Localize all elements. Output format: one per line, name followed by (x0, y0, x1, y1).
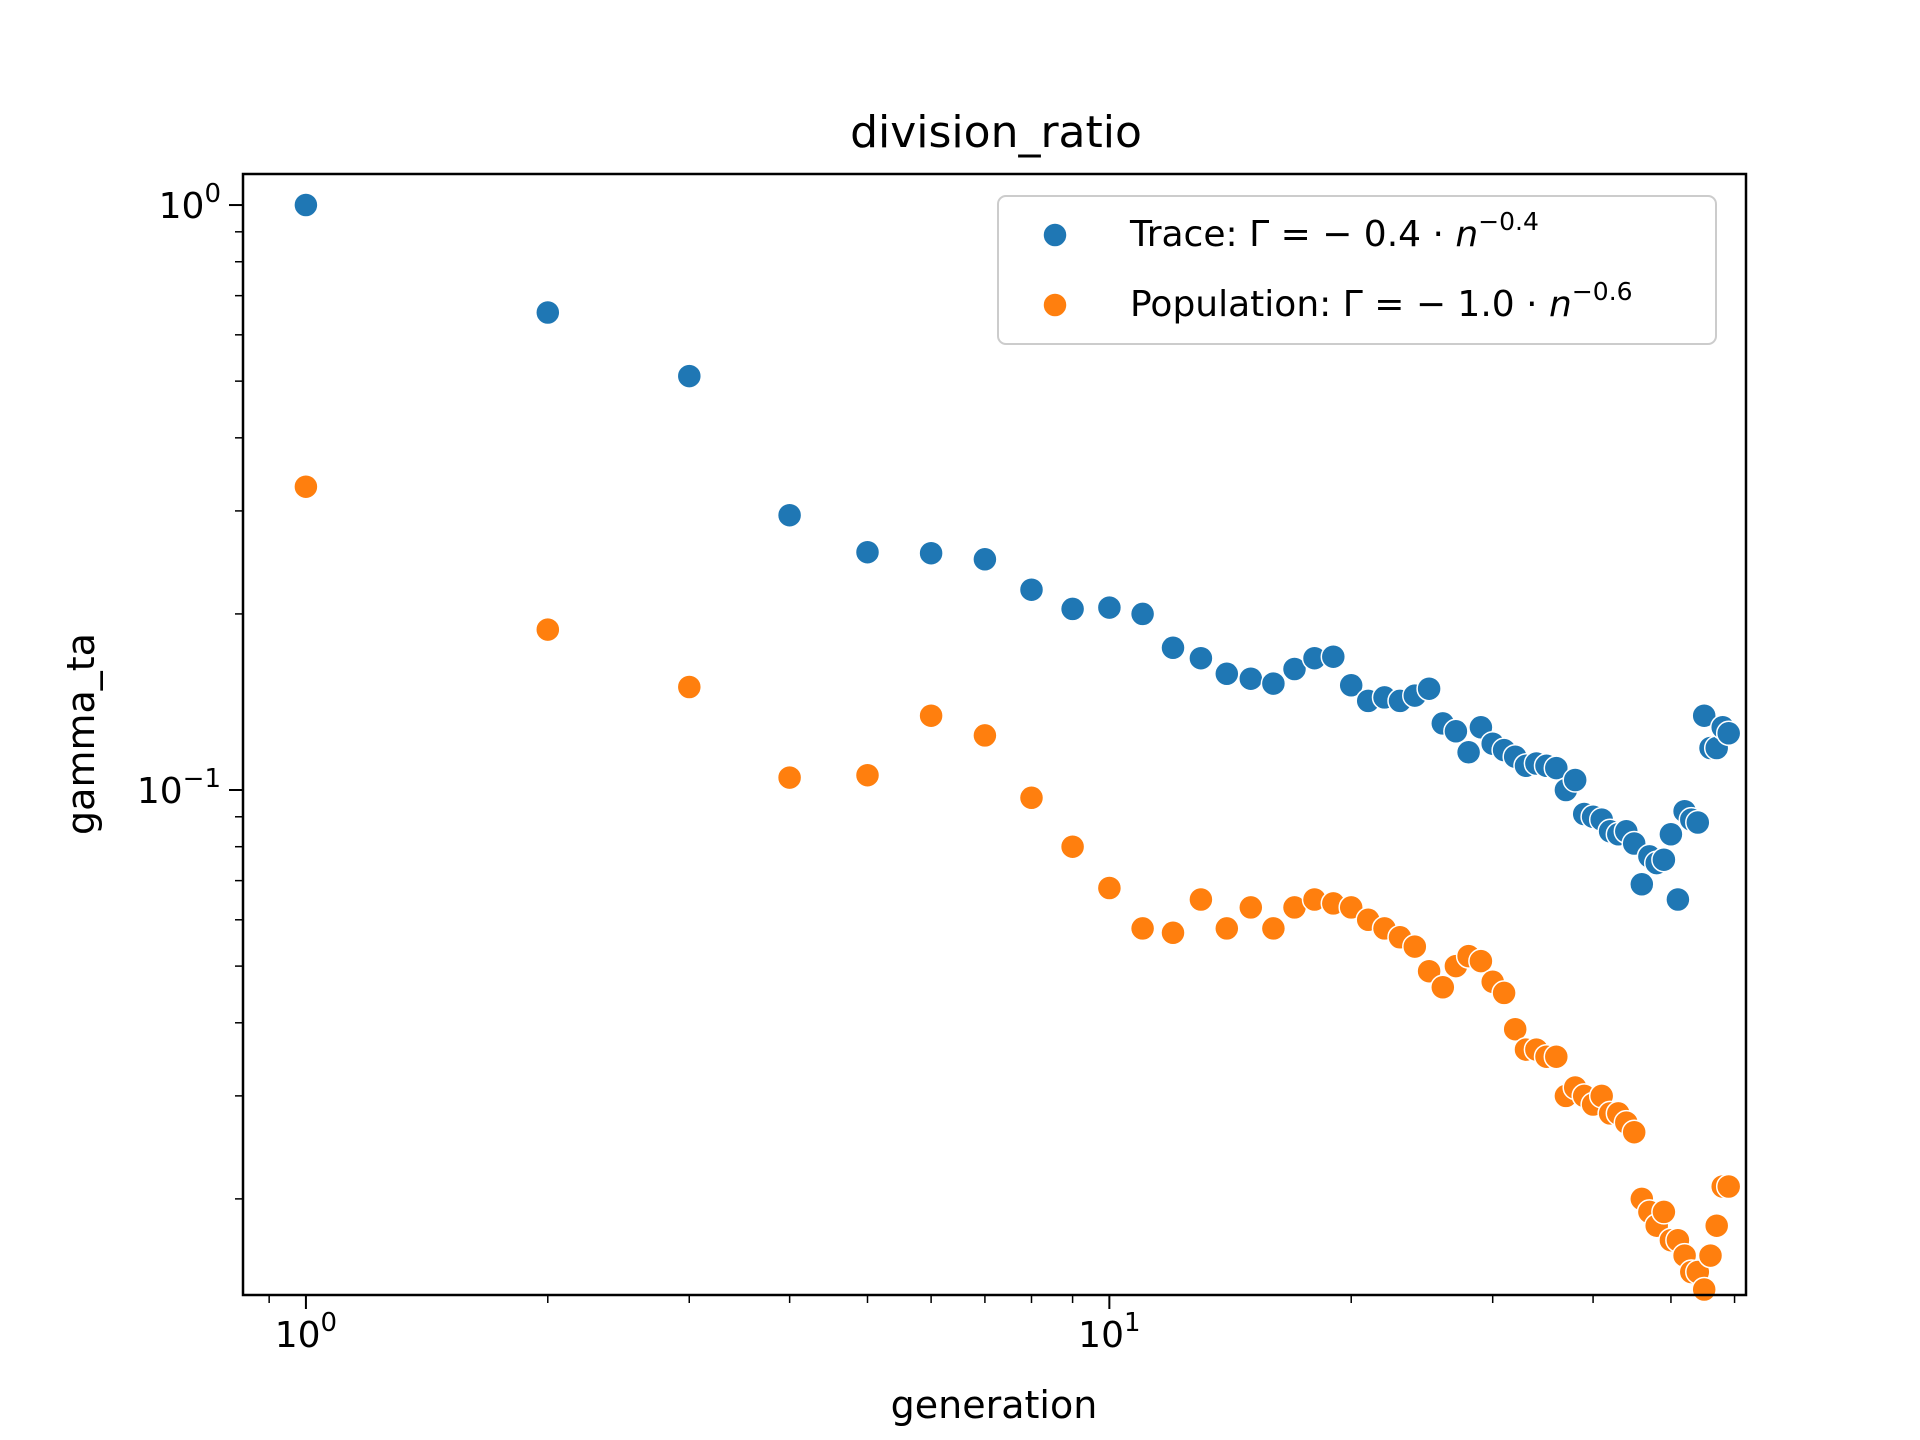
series-1-point-10 (1129, 915, 1156, 942)
series-0-point-6 (972, 546, 998, 573)
x-tick-label-0: 100 (275, 1308, 337, 1356)
series-0-point-13 (1214, 661, 1240, 687)
y-tick-label-0: 100 (159, 179, 221, 227)
series-0-point-2 (676, 363, 703, 389)
series-0-point-54 (1691, 702, 1717, 729)
series-0-point-12 (1188, 645, 1214, 671)
series-1-point-14 (1238, 894, 1264, 921)
series-1-point-48 (1651, 1199, 1677, 1225)
series-1-point-58 (1715, 1173, 1742, 1200)
series-1-point-9 (1096, 875, 1123, 901)
series-1-point-7 (1018, 785, 1045, 811)
series-0-point-49 (1658, 821, 1684, 848)
series-0-point-24 (1416, 675, 1442, 702)
x-tick-label-1: 101 (1078, 1308, 1140, 1356)
series-0-point-27 (1455, 739, 1482, 766)
series-1-point-2 (676, 674, 703, 700)
legend: Trace: Γ = − 0.4 · n−0.4 Population: Γ = … (997, 195, 1717, 345)
series-0-point-5 (918, 540, 944, 566)
series-0-point-26 (1443, 718, 1469, 745)
y-tick-label-1: 10−1 (137, 764, 221, 812)
legend-label-1: Population: Γ = − 1.0 · n−0.6 (1130, 277, 1633, 325)
series-0-point-18 (1320, 643, 1347, 670)
series-0-point-10 (1129, 601, 1156, 627)
series-1-point-44 (1621, 1119, 1647, 1145)
series-0-point-50 (1665, 886, 1691, 913)
series-0-point-15 (1260, 670, 1287, 697)
series-1-point-6 (972, 722, 998, 749)
series-1-point-31 (1502, 1016, 1528, 1042)
series-0-point-8 (1059, 596, 1086, 622)
series-1-point-3 (776, 764, 803, 791)
series-1-point-54 (1691, 1276, 1717, 1303)
legend-label-0: Trace: Γ = − 0.4 · n−0.4 (1129, 207, 1539, 255)
series-1-point-12 (1188, 886, 1214, 913)
series-0-point-48 (1651, 846, 1677, 873)
series-1-point-11 (1160, 920, 1186, 946)
series-0-point-58 (1715, 720, 1742, 747)
series-1-point-15 (1260, 915, 1287, 942)
series-1-point-23 (1402, 933, 1428, 960)
series-1-point-25 (1430, 974, 1456, 1001)
legend-marker-0 (1042, 222, 1068, 248)
series-1-point-4 (854, 762, 881, 788)
axis-ticks: 100 101 100 10−1 (137, 179, 1736, 1356)
series-1-point-5 (918, 702, 944, 729)
series-0-point-9 (1096, 594, 1123, 621)
series-1-point-55 (1697, 1242, 1724, 1269)
series-1-point-0 (293, 473, 319, 500)
series-0-point-19 (1338, 672, 1364, 699)
series-1-point-56 (1703, 1212, 1730, 1239)
legend-box (997, 195, 1717, 345)
series-0-point-11 (1160, 635, 1186, 661)
series-0-point-3 (776, 502, 803, 528)
series-1-point-28 (1468, 948, 1494, 974)
legend-marker-1 (1042, 292, 1068, 318)
series-1-point-30 (1491, 980, 1517, 1006)
series-0-point-4 (854, 539, 881, 565)
x-axis-label: generation (891, 1383, 1098, 1427)
series-1-point-35 (1543, 1043, 1570, 1070)
series-0-point-7 (1018, 576, 1045, 603)
plot-frame (241, 172, 1748, 1297)
series-1-point-13 (1214, 915, 1240, 942)
chart-title: division_ratio (850, 107, 1142, 158)
series-0-point-14 (1238, 665, 1264, 692)
series-0-point-37 (1562, 767, 1588, 793)
series-1-point-8 (1059, 833, 1086, 860)
series-0-point-35 (1543, 755, 1570, 781)
plot-area (293, 192, 1742, 1303)
series-0-point-1 (535, 299, 561, 326)
series-0-point-0 (293, 192, 319, 218)
series-1-point-1 (535, 616, 561, 643)
y-axis-label: gamma_ta (59, 633, 103, 835)
series-0-point-45 (1629, 871, 1655, 898)
series-0-point-53 (1685, 809, 1711, 836)
series-0-point-16 (1281, 656, 1308, 682)
